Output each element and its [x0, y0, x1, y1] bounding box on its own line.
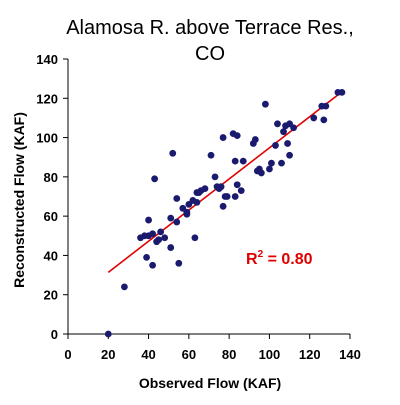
- regression-line: [107, 91, 343, 273]
- data-point: [193, 198, 201, 206]
- data-point: [211, 173, 219, 181]
- r-squared-superscript: 2: [258, 249, 264, 260]
- data-point: [145, 216, 152, 224]
- y-tick-label: 40: [44, 248, 58, 263]
- y-tick-label: 60: [44, 209, 58, 224]
- data-point: [233, 132, 241, 140]
- data-point: [201, 185, 209, 193]
- data-point: [239, 157, 247, 165]
- data-point: [161, 234, 169, 242]
- data-point: [233, 181, 241, 189]
- chart-title-line2: CO: [195, 43, 225, 65]
- data-point: [251, 136, 259, 143]
- data-point: [173, 218, 181, 226]
- x-tick-label: 0: [64, 347, 71, 362]
- data-point: [284, 140, 291, 147]
- data-point: [266, 165, 273, 173]
- data-point: [272, 142, 279, 149]
- data-point: [183, 210, 191, 218]
- r-squared-base: R: [246, 251, 258, 268]
- data-point: [322, 102, 330, 110]
- plot-area: 0 20 40 60 80 100 120 140 0 20 40 60 80 100 120 140: [36, 52, 361, 362]
- data-point: [338, 88, 346, 96]
- y-tick-label: 20: [44, 288, 58, 303]
- data-point: [219, 202, 227, 210]
- y-tick-label: 120: [36, 91, 58, 106]
- data-point: [191, 234, 199, 242]
- data-point: [104, 330, 112, 338]
- data-point: [173, 195, 181, 202]
- data-point: [149, 230, 157, 238]
- x-tick-label: 120: [299, 347, 321, 362]
- x-tick-label: 140: [339, 347, 361, 362]
- data-point: [320, 116, 328, 124]
- data-point: [167, 214, 175, 222]
- data-point: [262, 100, 269, 108]
- r-squared-annotation: R2 = 0.80: [246, 249, 313, 268]
- data-point: [217, 183, 225, 191]
- x-tick-label: 100: [259, 347, 281, 362]
- data-point: [155, 236, 163, 244]
- y-axis-title: Reconstructed Flow (KAF): [11, 112, 27, 288]
- data-point: [143, 253, 150, 261]
- data-point: [278, 159, 285, 167]
- data-point: [290, 124, 297, 132]
- x-tick-label: 60: [182, 347, 196, 362]
- data-point: [149, 261, 157, 269]
- data-point: [310, 114, 318, 122]
- data-point: [286, 151, 293, 159]
- data-point: [223, 193, 231, 200]
- data-point: [268, 159, 275, 167]
- data-point: [231, 157, 239, 165]
- data-point: [257, 169, 265, 177]
- data-point: [274, 120, 281, 128]
- data-point: [219, 134, 227, 141]
- x-axis-title: Observed Flow (KAF): [139, 375, 281, 391]
- chart-title-line1: Alamosa R. above Terrace Res.,: [66, 17, 354, 39]
- r-squared-value: = 0.80: [263, 251, 312, 268]
- y-tick-label: 140: [36, 52, 58, 67]
- y-tick-label: 0: [51, 327, 58, 342]
- data-point: [207, 151, 215, 159]
- x-tick-label: 20: [101, 347, 115, 362]
- y-tick-label: 100: [36, 131, 58, 146]
- data-point: [231, 193, 239, 200]
- x-tick-label: 40: [141, 347, 155, 362]
- data-point: [237, 187, 245, 195]
- data-point: [280, 128, 287, 136]
- data-point: [169, 149, 177, 157]
- data-point: [175, 259, 183, 267]
- data-point: [167, 244, 175, 251]
- data-point: [121, 283, 128, 291]
- y-tick-label: 80: [44, 170, 58, 185]
- data-point: [151, 175, 159, 183]
- data-point: [157, 228, 165, 236]
- x-tick-label: 80: [222, 347, 236, 362]
